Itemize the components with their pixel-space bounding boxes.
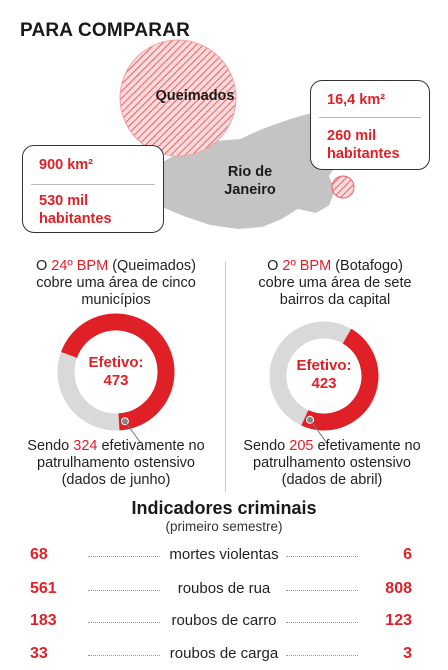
right-donut-leader-dot (306, 415, 314, 424)
right-efetivo: Efetivo: 423 (284, 357, 364, 393)
indicator-left-value: 183 (30, 612, 57, 629)
indicator-left-value: 33 (30, 645, 48, 662)
left-efetivo-value: 473 (103, 372, 129, 389)
row-dotted-line (286, 655, 358, 656)
left-patrol-text: Sendo 324 efetivamente no patrulhamento … (8, 438, 224, 489)
right-intro-line3: bairros da capital (279, 292, 391, 308)
bpm-2-label: 2º BPM (282, 258, 332, 274)
bpm-24-label: 24º BPM (51, 258, 109, 274)
box-divider (31, 184, 155, 185)
right-patrol-text: Sendo 205 efetivamente no patrulhamento … (224, 438, 440, 489)
row-dotted-line (88, 655, 160, 656)
indicator-row: 68 mortes violentas 6 (0, 546, 448, 566)
right-column-intro: O 2º BPM (Botafogo) cobre uma área de se… (235, 258, 435, 309)
right-donut-leader-line (309, 419, 327, 443)
queimados-area-value: 900 km² (39, 157, 94, 173)
indicators-title: Indicadores criminais (131, 498, 317, 518)
indicator-right-value: 3 (403, 645, 412, 662)
queimados-pop-line1: 530 mil (39, 193, 89, 209)
botafogo-info-box: 16,4 km² 260 mil habitantes (310, 80, 430, 170)
botafogo-pop-line2: habitantes (327, 146, 400, 162)
rio-label: Rio de Janeiro (215, 163, 285, 199)
indicator-left-value: 68 (30, 546, 48, 563)
indicator-label: roubos de rua (177, 580, 271, 597)
page-title: PARA COMPARAR (20, 20, 191, 41)
left-intro-line3: municípios (81, 292, 151, 308)
indicator-right-value: 123 (385, 612, 412, 629)
right-patrol-line3: (dados de abril) (281, 472, 383, 488)
right-efetivo-label: Efetivo: (296, 357, 352, 374)
column-divider (225, 262, 226, 492)
indicator-label: mortes violentas (169, 546, 279, 563)
indicator-row: 561 roubos de rua 808 (0, 580, 448, 600)
row-dotted-line (286, 556, 358, 557)
left-column-intro: O 24º BPM (Queimados) cobre uma área de … (16, 258, 216, 309)
left-intro-line2: cobre uma área de cinco (36, 275, 196, 291)
left-patrol-line2: patrulhamento ostensivo (37, 455, 195, 471)
right-efetivo-value: 423 (311, 375, 337, 392)
indicator-row: 183 roubos de carro 123 (0, 612, 448, 632)
row-dotted-line (88, 556, 160, 557)
right-donut-patrol-segment (301, 328, 379, 431)
row-dotted-line (88, 590, 160, 591)
queimados-label: Queimados (155, 88, 235, 104)
indicator-right-value: 808 (385, 580, 412, 597)
botafogo-population: 260 mil habitantes (327, 127, 400, 163)
donut-left (57, 313, 175, 444)
left-patrol-line3: (dados de junho) (61, 472, 171, 488)
botafogo-area-circle (331, 175, 355, 199)
left-donut-leader-line (124, 420, 142, 444)
queimados-population: 530 mil habitantes (39, 192, 112, 228)
rio-label-line1: Rio de (227, 164, 273, 180)
row-dotted-line (88, 622, 160, 623)
row-dotted-line (286, 590, 358, 591)
queimados-area-circle (119, 39, 237, 157)
indicators-subtitle: (primeiro semestre) (165, 519, 283, 534)
right-patrol-line2: patrulhamento ostensivo (253, 455, 411, 471)
indicator-label: roubos de carro (171, 612, 277, 629)
box-divider (319, 117, 421, 118)
rio-label-line2: Janeiro (224, 182, 276, 198)
indicator-row: 33 roubos de carga 3 (0, 645, 448, 665)
botafogo-area-value: 16,4 km² (327, 92, 386, 108)
donut-right (269, 321, 379, 443)
indicator-label: roubos de carga (169, 645, 279, 662)
left-patrol-number: 324 (73, 438, 98, 454)
right-intro-line2: cobre uma área de sete (258, 275, 412, 291)
row-dotted-line (286, 622, 358, 623)
right-patrol-number: 205 (289, 438, 314, 454)
left-donut-patrol-segment (61, 313, 175, 431)
indicator-left-value: 561 (30, 580, 57, 597)
left-efetivo-label: Efetivo: (88, 354, 144, 371)
botafogo-pop-line1: 260 mil (327, 128, 377, 144)
left-efetivo: Efetivo: 473 (76, 354, 156, 390)
queimados-info-box: 900 km² 530 mil habitantes (22, 145, 164, 233)
queimados-pop-line2: habitantes (39, 211, 112, 227)
donut-charts (57, 313, 379, 444)
indicator-right-value: 6 (403, 546, 412, 563)
